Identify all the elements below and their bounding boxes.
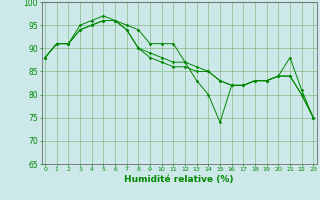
X-axis label: Humidité relative (%): Humidité relative (%) [124,175,234,184]
